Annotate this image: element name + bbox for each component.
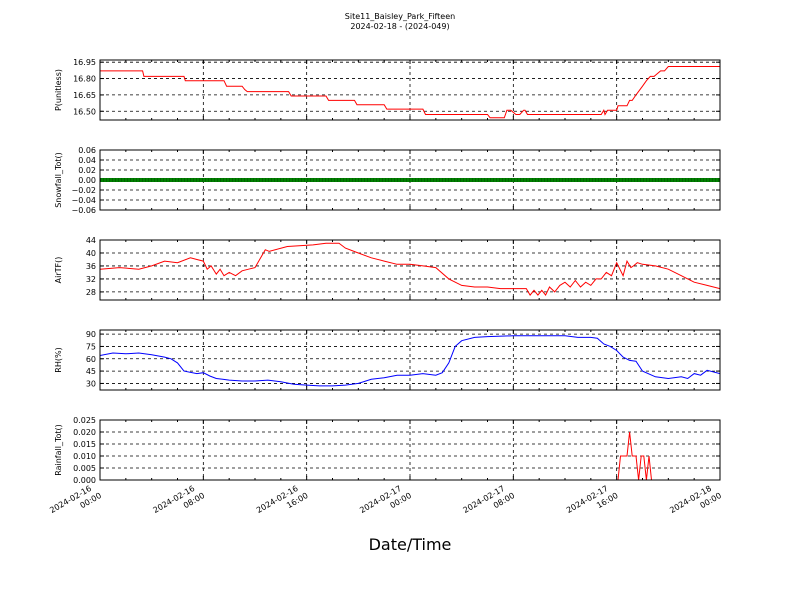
y-tick-label: 0.015: [73, 440, 96, 449]
y-tick-label: 16.65: [73, 91, 96, 100]
axes-frame: [99, 59, 721, 121]
y-axis-label: AirTF(): [54, 257, 63, 284]
y-tick-label: 90: [86, 330, 96, 339]
axes-frame: [99, 329, 721, 391]
y-tick-label: −0.06: [71, 206, 96, 215]
y-tick-label: 75: [86, 342, 96, 351]
y-tick-label: 40: [86, 249, 96, 258]
subplots: 16.5016.6516.8016.95P(unitless)−0.06−0.0…: [54, 58, 721, 485]
subplot-3: 28 32 36 40 44 AirTF(): [54, 236, 721, 301]
y-tick-label: 36: [86, 262, 96, 271]
x-axis-label: Date/Time: [369, 535, 452, 554]
y-axis-label: Rainfall_Tot(): [54, 424, 63, 476]
chart-title-line1: Site11_Baisley_Park_Fifteen: [345, 12, 455, 21]
series-line-4: [100, 335, 720, 387]
y-tick-label: 0.02: [78, 166, 96, 175]
y-tick-label: 0.025: [73, 416, 96, 425]
y-tick-label: 0.020: [73, 428, 96, 437]
y-tick-label: 16.50: [73, 107, 96, 116]
y-tick-label: 0.00: [78, 176, 96, 185]
y-tick-label: 0.04: [78, 156, 96, 165]
subplot-2: −0.06−0.04−0.020.000.020.040.06 Snowfall_…: [54, 146, 721, 215]
y-tick-label: −0.04: [71, 196, 96, 205]
y-tick-label: 0.06: [78, 146, 96, 155]
chart-title-line2: 2024-02-18 - (2024-049): [350, 22, 449, 31]
y-tick-label: 44: [86, 236, 96, 245]
y-tick-label: 32: [86, 275, 96, 284]
axes-frame: [99, 239, 721, 301]
y-tick-label: 45: [86, 367, 96, 376]
y-axis-label: RH(%): [54, 347, 63, 372]
axes-frame: [99, 149, 721, 211]
y-tick-label: 0.005: [73, 464, 96, 473]
subplot-1: 16.50 16.65 16.80 16.95 P(unitless): [54, 58, 721, 121]
series-line-1: [100, 66, 720, 119]
series-line-5: [100, 431, 720, 480]
y-tick-label: −0.02: [71, 186, 96, 195]
y-axis-label: P(unitless): [54, 69, 63, 111]
y-tick-label: 16.95: [73, 58, 96, 67]
y-axis-label: Snowfall_Tot(): [54, 152, 63, 208]
subplot-4: 30 45 60 75 90 RH(%): [54, 329, 721, 391]
y-tick-label: 30: [86, 379, 96, 388]
y-tick-label: 0.000: [73, 476, 96, 485]
y-tick-label: 0.010: [73, 452, 96, 461]
subplot-5: 0.000 0.005 0.010 0.015 0.020 0.025 Rainfall_T…: [54, 416, 721, 485]
y-tick-label: 16.80: [73, 75, 96, 84]
axes-frame: [99, 419, 721, 481]
y-tick-label: 60: [86, 355, 96, 364]
series-line-3: [100, 242, 720, 297]
y-tick-label: 28: [86, 288, 96, 297]
